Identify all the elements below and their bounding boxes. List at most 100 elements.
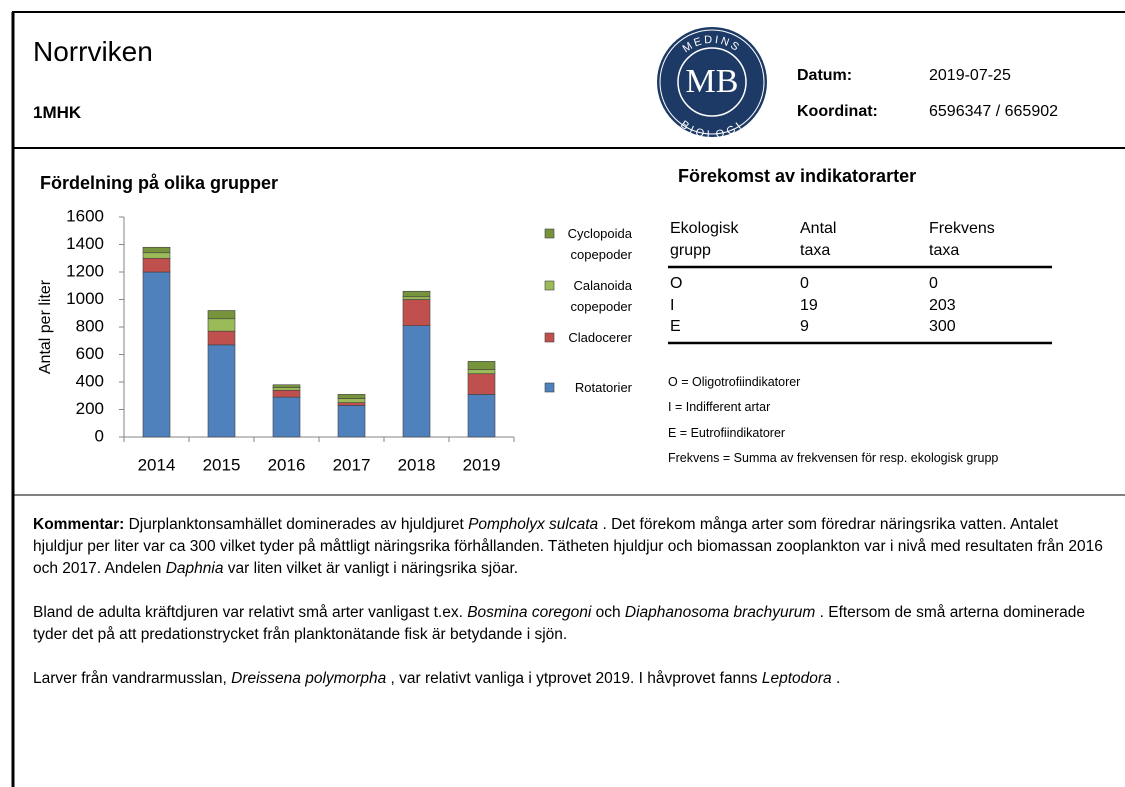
table-cell: 9 xyxy=(800,318,809,335)
table-note: O = Oligotrofiindikatorer xyxy=(668,375,801,389)
species-name: Daphnia xyxy=(165,560,224,577)
field-value: 6596347 / 665902 xyxy=(929,103,1059,120)
paragraph: Bland de adulta kräftdjuren var relativt… xyxy=(33,602,1103,646)
paragraph: Larver från vandrarmusslan, Dreissena po… xyxy=(33,668,1103,690)
logo-disc xyxy=(657,27,767,137)
bar-segment xyxy=(402,290,431,298)
bar-segment xyxy=(337,405,366,438)
legend-swatch xyxy=(544,228,555,239)
table-header: grupp xyxy=(670,242,711,259)
text-run: Larver från vandrarmusslan, xyxy=(33,670,232,687)
logo-ring xyxy=(659,29,765,135)
bar-segment xyxy=(207,318,236,332)
table-header: Antal xyxy=(800,220,837,237)
legend-swatch xyxy=(544,332,555,343)
field-label: Koordinat: xyxy=(797,103,878,120)
y-tick-label: 800 xyxy=(76,316,104,335)
legend-label: Rotatorier xyxy=(574,380,632,395)
bar-segment xyxy=(337,398,366,403)
field-value: 2019-07-25 xyxy=(929,67,1011,84)
bar-segment xyxy=(337,402,366,406)
comment: Kommentar: Djurplanktonsamhället dominer… xyxy=(33,514,1103,712)
page-title: Norrviken xyxy=(33,36,153,67)
x-tick-label: 2019 xyxy=(463,455,501,474)
y-tick-label: 200 xyxy=(76,399,104,418)
y-tick-label: 1000 xyxy=(66,289,104,308)
species-name: Bosmina coregoni xyxy=(467,604,592,621)
legend-label: Cladocerer xyxy=(568,330,632,345)
table-cell: 203 xyxy=(929,296,956,314)
bar-segment xyxy=(467,361,496,370)
legend-label: Calanoida copepoder xyxy=(570,278,632,314)
y-tick-label: 600 xyxy=(76,344,104,363)
table-note: E = Eutrofiindikatorer xyxy=(668,425,786,440)
table-header: taxa xyxy=(929,242,960,259)
legend-swatch xyxy=(544,382,555,393)
bar-segment xyxy=(207,344,236,438)
bar-segment xyxy=(467,373,496,395)
table-cell: O xyxy=(670,275,683,292)
y-tick-label: 1200 xyxy=(66,261,104,280)
x-tick-label: 2015 xyxy=(203,455,241,474)
text-run: . Det förekom många arter som föredrar n… xyxy=(33,516,1103,577)
lake-code: 1MHK xyxy=(33,103,82,122)
logo-ring xyxy=(677,47,747,117)
text-run: Djurplanktonsamhället dominerades av hju… xyxy=(128,516,469,533)
text-run: . Eftersom de små arterna dominerade tyd… xyxy=(33,604,1085,643)
y-axis-label: Antal per liter xyxy=(37,279,54,374)
logo-center: MB xyxy=(686,63,739,100)
bar-segment xyxy=(207,330,236,346)
field-label: Datum: xyxy=(797,67,853,84)
table-cell: 19 xyxy=(800,296,818,314)
text-run: Bland de adulta kräftdjuren var relativt… xyxy=(33,604,468,621)
y-tick-label: 0 xyxy=(95,426,104,445)
bar-segment xyxy=(272,396,301,438)
bar-segment xyxy=(467,369,496,375)
x-tick-label: 2017 xyxy=(333,455,371,474)
legend-label: Cyclopoida copepoder xyxy=(567,226,632,262)
table-cell: 300 xyxy=(929,318,956,335)
logo: MEDINS BIOLOGI MB xyxy=(657,27,767,141)
text-run: . xyxy=(831,670,841,687)
x-tick-label: 2018 xyxy=(398,455,436,474)
paragraph: Kommentar: Djurplanktonsamhället dominer… xyxy=(33,514,1103,580)
bar-segment xyxy=(142,246,171,254)
table-cell: 0 xyxy=(929,275,938,292)
table-header: Ekologisk xyxy=(670,220,739,237)
x-tick-label: 2014 xyxy=(138,455,176,474)
table-cell: 0 xyxy=(800,275,809,292)
y-tick-label: 400 xyxy=(76,371,104,390)
text-run: var liten vilket är vanligt i näringsrik… xyxy=(223,560,519,577)
bar-segment xyxy=(272,389,301,398)
table-note: I = Indifferent artar xyxy=(668,400,771,415)
table-cell: I xyxy=(670,296,675,314)
legend-swatch xyxy=(544,280,555,291)
table-cell: E xyxy=(670,318,681,335)
table-title: Förekomst av indikatorarter xyxy=(678,166,916,186)
text-run: och xyxy=(591,604,625,621)
bar-segment xyxy=(402,296,431,300)
y-tick-label: 1400 xyxy=(66,234,104,253)
bar-segment xyxy=(142,252,171,259)
bar-segment xyxy=(337,394,366,399)
bar-segment xyxy=(142,271,171,438)
comment-label: Kommentar: xyxy=(33,516,125,533)
bar-segment xyxy=(142,257,171,273)
bar-segment xyxy=(272,384,301,388)
table-note: Frekvens = Summa av frekvensen för resp.… xyxy=(668,450,999,465)
bar-segment xyxy=(402,299,431,326)
x-tick-label: 2016 xyxy=(268,455,306,474)
species-name: Leptodora xyxy=(761,670,832,687)
bar-segment xyxy=(207,310,236,320)
y-tick-label: 1600 xyxy=(66,206,104,225)
bar-segment xyxy=(402,325,431,438)
bar-segment xyxy=(272,387,301,391)
chart-title: Fördelning på olika grupper xyxy=(40,173,278,193)
bar-segment xyxy=(467,394,496,438)
text-run: , var relativt vanliga i ytprovet 2019. … xyxy=(386,670,762,687)
table-header: taxa xyxy=(800,242,831,259)
species-name: Pompholyx sulcata xyxy=(468,516,599,533)
table-header: Frekvens xyxy=(929,220,995,237)
